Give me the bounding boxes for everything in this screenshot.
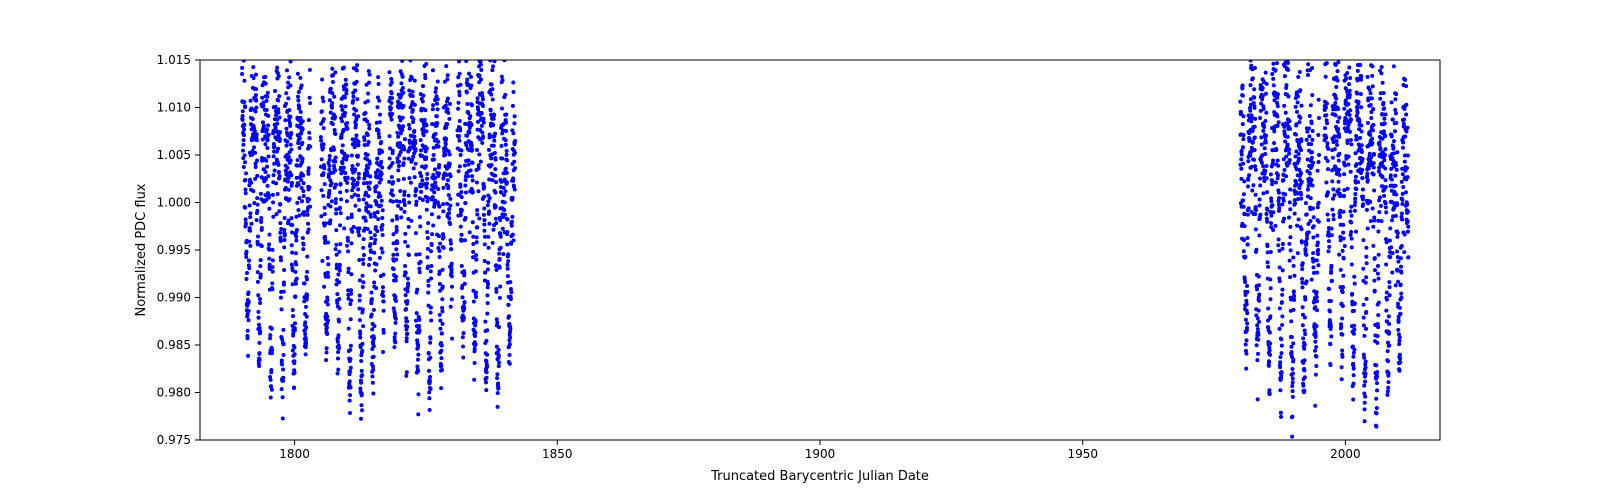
- y-axis-label: Normalized PDC flux: [134, 183, 149, 316]
- y-tick-label: 1.005: [157, 148, 191, 162]
- x-axis-label: Truncated Barycentric Julian Date: [710, 469, 929, 484]
- lightcurve-chart: 1800 1850 1900 1950 2000 0.975 0.980 0.985 0.990…: [0, 0, 1600, 500]
- y-tick-label: 1.010: [157, 101, 191, 115]
- y-tick-label: 0.990: [157, 291, 191, 305]
- x-tick-label: 1900: [805, 447, 836, 461]
- y-tick-label: 1.000: [157, 196, 191, 210]
- y-tick-label: 1.015: [157, 53, 191, 67]
- x-tick-label: 2000: [1330, 447, 1361, 461]
- y-tick-label: 0.995: [157, 243, 191, 257]
- y-tick-label: 0.980: [157, 386, 191, 400]
- x-tick-label: 1850: [542, 447, 573, 461]
- chart-svg: 1800 1850 1900 1950 2000 0.975 0.980 0.985 0.990…: [0, 0, 1600, 500]
- y-tick-label: 0.975: [157, 433, 191, 447]
- x-tick-label: 1950: [1067, 447, 1098, 461]
- x-tick-label: 1800: [279, 447, 310, 461]
- y-tick-label: 0.985: [157, 338, 191, 352]
